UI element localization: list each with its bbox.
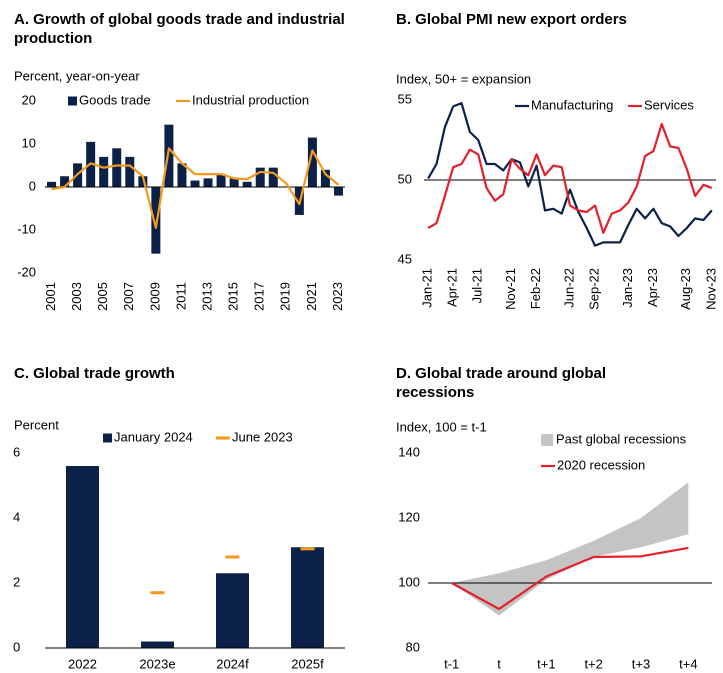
line: [427, 122, 713, 234]
x-tick-label: Jan-23: [620, 268, 635, 308]
bar: [60, 176, 70, 187]
bar: [125, 156, 135, 187]
y-tick-label: 55: [398, 91, 412, 106]
y-tick-label: 2: [13, 574, 20, 589]
bar: [99, 156, 109, 187]
y-tick-label: 50: [398, 171, 412, 186]
x-tick-label: t+3: [632, 656, 650, 671]
legend-label: Services: [644, 97, 694, 112]
bar: [190, 180, 200, 187]
x-tick-label: 2022: [68, 656, 97, 671]
y-tick-label: 80: [406, 639, 420, 654]
x-tick-label: 2023e: [139, 656, 175, 671]
bar: [66, 466, 99, 648]
x-tick-label: t+2: [584, 656, 602, 671]
y-tick-label: 0: [13, 639, 20, 654]
x-tick-label: 2024f: [216, 656, 249, 671]
bar: [291, 547, 324, 648]
x-tick-label: Apr-21: [445, 268, 460, 307]
legend-swatch: [103, 433, 112, 443]
y-axis-label: Percent, year-on-year: [14, 68, 140, 83]
y-axis-label: Index, 100 = t-1: [396, 419, 487, 434]
bar: [216, 573, 249, 648]
bar: [307, 137, 317, 187]
bar: [320, 169, 330, 187]
x-tick-label: 2023: [330, 282, 345, 311]
x-tick-label: Jan-21: [420, 268, 435, 308]
bar: [141, 641, 174, 648]
x-tick-label: 2021: [304, 282, 319, 311]
y-tick-label: 6: [13, 444, 20, 459]
legend-label: Goods trade: [79, 92, 151, 107]
band-area: [451, 482, 689, 616]
x-tick-label: Jun-22: [561, 268, 576, 308]
legend-label: June 2023: [232, 429, 293, 444]
legend-label: Past global recessions: [556, 431, 687, 446]
x-tick-label: 2011: [173, 282, 188, 310]
line: [451, 546, 689, 611]
x-tick-label: t+1: [537, 656, 555, 671]
y-tick-label: 0: [29, 178, 36, 193]
legend-label: Manufacturing: [531, 97, 613, 112]
x-tick-label: 2015: [226, 282, 241, 311]
y-axis-label: Index, 50+ = expansion: [396, 71, 531, 86]
y-tick-label: 20: [22, 92, 36, 107]
x-tick-label: Nov-23: [703, 268, 718, 310]
y-tick-label: -20: [17, 264, 36, 279]
x-tick-label: t+4: [679, 656, 697, 671]
x-tick-label: 2007: [121, 282, 136, 311]
legend-swatch: [68, 96, 77, 106]
y-tick-label: 45: [398, 251, 412, 266]
x-tick-label: Aug-23: [678, 268, 693, 310]
x-tick-label: 2009: [147, 282, 162, 311]
bar: [151, 187, 161, 254]
y-tick-label: 10: [22, 135, 36, 150]
legend-label: January 2024: [114, 429, 193, 444]
bar: [255, 167, 265, 187]
x-tick-label: Jul-21: [470, 268, 485, 303]
legend-label: 2020 recession: [557, 457, 645, 472]
x-tick-label: Nov-21: [503, 268, 518, 310]
bar: [164, 124, 174, 187]
y-tick-label: 120: [398, 509, 420, 524]
x-tick-label: 2017: [252, 282, 267, 311]
x-tick-label: 2001: [43, 282, 58, 311]
bar: [138, 176, 148, 187]
y-tick-label: 140: [398, 444, 420, 459]
chart-title: B. Global PMI new export orders: [396, 11, 627, 28]
bar: [333, 187, 343, 196]
x-tick-label: 2019: [278, 282, 293, 311]
x-tick-label: 2005: [95, 282, 110, 311]
y-axis-label: Percent: [14, 417, 59, 432]
x-tick-label: Feb-22: [528, 268, 543, 309]
x-tick-label: t-1: [444, 656, 459, 671]
x-tick-label: 2003: [69, 282, 84, 311]
bar: [177, 163, 187, 187]
x-tick-label: t: [497, 656, 501, 671]
legend-label: Industrial production: [192, 92, 309, 107]
x-tick-label: 2013: [199, 282, 214, 311]
bar: [216, 174, 226, 187]
y-tick-label: -10: [17, 221, 36, 236]
bar: [242, 181, 252, 187]
chart-title: D. Global trade around global recessions: [396, 365, 607, 401]
chart-title: A. Growth of global goods trade and indu…: [14, 11, 345, 47]
x-tick-label: 2025f: [291, 656, 324, 671]
y-tick-label: 4: [13, 509, 20, 524]
bar: [229, 178, 239, 187]
bar: [47, 181, 57, 187]
x-tick-label: Apr-23: [645, 268, 660, 307]
line: [427, 102, 713, 247]
x-tick-label: Sep-22: [586, 268, 601, 310]
line: [51, 147, 340, 229]
bar: [203, 178, 213, 187]
chart-title: C. Global trade growth: [14, 365, 175, 382]
bar: [112, 148, 122, 187]
legend-swatch: [541, 434, 553, 446]
y-tick-label: 100: [398, 574, 420, 589]
bar: [268, 167, 278, 187]
